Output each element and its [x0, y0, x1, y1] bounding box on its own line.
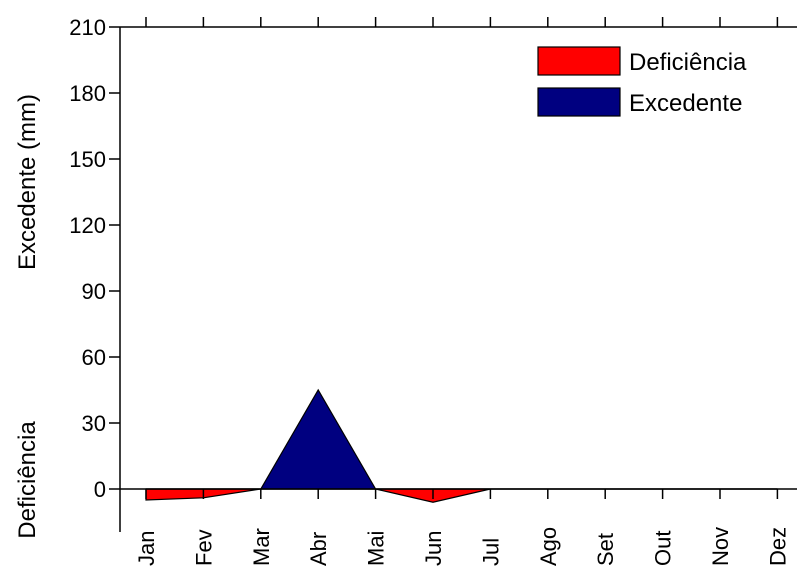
- y-tick-label: 150: [69, 147, 106, 172]
- legend: Deficiência Excedente: [537, 46, 747, 117]
- y-tick-label: 120: [69, 213, 106, 238]
- legend-swatch-1: [537, 87, 621, 117]
- y-tick-label: 180: [69, 81, 106, 106]
- x-tick-label: Mar: [249, 528, 274, 566]
- x-tick-label: Out: [651, 531, 676, 566]
- y-axis-title-bottom: Deficiência: [14, 421, 41, 539]
- y-tick-label: 210: [69, 15, 106, 40]
- y-tick-label: 30: [82, 411, 106, 436]
- legend-label-0: Deficiência: [629, 49, 747, 76]
- y-tick-label: 0: [94, 477, 106, 502]
- chart-axes: 0 30 60 90 120 150 180 210 Jan Fev Mar Abr Mai Jun Jul…: [69, 15, 797, 566]
- x-tick-label: Nov: [708, 527, 733, 566]
- chart-marks: [145, 388, 778, 503]
- x-tick-label: Abr: [306, 532, 331, 566]
- x-tick-label: Jun: [421, 531, 446, 566]
- x-tick-label: Fev: [191, 529, 216, 566]
- x-tick-label: Jan: [134, 531, 159, 566]
- y-tick-label: 60: [82, 345, 106, 370]
- x-tick-label: Ago: [536, 527, 561, 566]
- x-tick-label: Dez: [765, 527, 790, 566]
- legend-label-1: Excedente: [629, 90, 742, 117]
- series-area-1: [146, 388, 778, 490]
- y-axis-title-top: Excedente (mm): [14, 94, 41, 270]
- legend-swatch-0: [537, 46, 621, 76]
- series-area-0: [145, 488, 778, 503]
- y-tick-label: 90: [82, 279, 106, 304]
- x-tick-label: Set: [593, 533, 618, 566]
- x-tick-label: Mai: [364, 531, 389, 566]
- x-tick-label: Jul: [478, 538, 503, 566]
